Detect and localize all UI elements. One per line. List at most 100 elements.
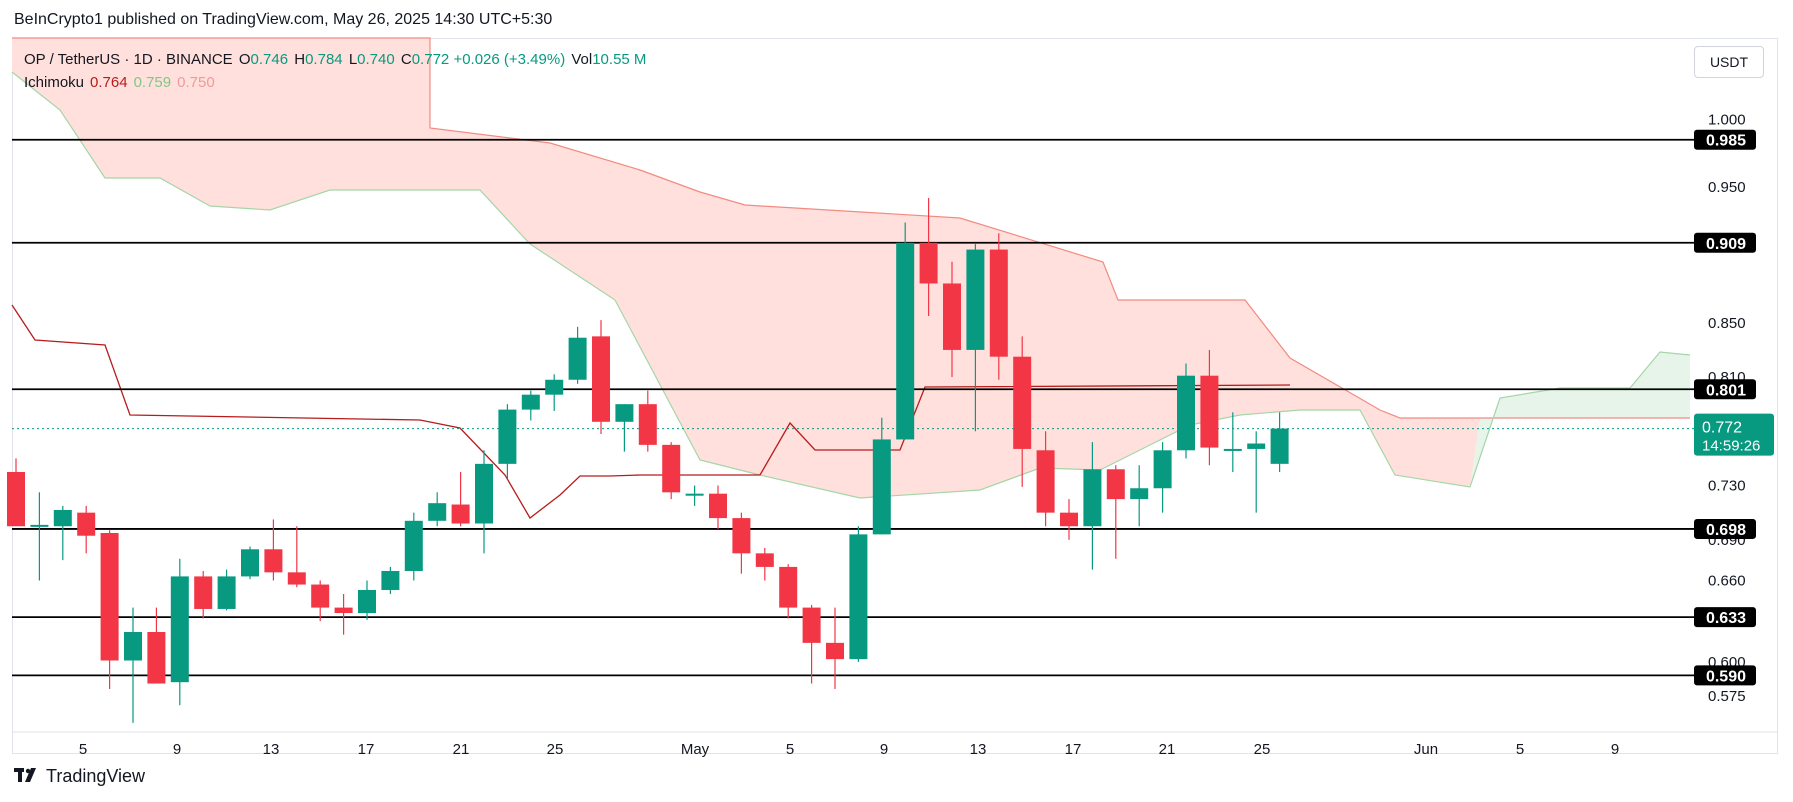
candle <box>1083 442 1102 570</box>
x-tick-label: 17 <box>1065 741 1082 758</box>
legend-ohlc-row: OP / TetherUS · 1D · BINANCE O0.746 H0.7… <box>24 48 646 71</box>
open-value: 0.746 <box>250 51 289 68</box>
candle <box>896 222 915 440</box>
candle <box>1270 412 1289 472</box>
senkou-span-a-line <box>11 71 1691 499</box>
candle <box>53 505 72 561</box>
high-label: H <box>294 51 306 68</box>
tradingview-logo-icon[interactable] <box>14 766 40 787</box>
level-price-tag: 0.985 <box>1694 129 1756 150</box>
footer-brand[interactable]: TradingView <box>46 766 146 786</box>
level-price-tag: 0.801 <box>1694 379 1756 400</box>
candle <box>545 374 564 411</box>
x-tick-label: 5 <box>786 741 794 758</box>
candle-body <box>404 520 423 571</box>
x-tick-label: 9 <box>880 741 888 758</box>
close-label: C <box>400 51 412 68</box>
candle <box>30 492 49 581</box>
candle-body <box>381 570 400 590</box>
candle <box>194 570 213 619</box>
level-price-tag: 0.633 <box>1694 607 1756 628</box>
candle <box>124 607 142 723</box>
candle <box>709 485 727 529</box>
chart-frame <box>12 38 1778 754</box>
ichimoku-value-2: 0.759 <box>133 74 172 91</box>
candle-body <box>1200 375 1219 448</box>
kijun-sen-line <box>11 304 1291 519</box>
candle <box>217 569 236 611</box>
x-tick-label: 25 <box>1254 741 1271 758</box>
x-tick-label: 21 <box>453 741 470 758</box>
candle-body <box>943 283 961 350</box>
last-price-label: 0.772 <box>1702 420 1742 437</box>
candle <box>381 566 400 595</box>
candle-body <box>147 632 166 684</box>
y-tick-label: 0.575 <box>1708 688 1746 705</box>
indicator-name[interactable]: Ichimoku <box>24 74 85 91</box>
candle <box>989 233 1008 380</box>
candle-body <box>1247 443 1266 449</box>
candle-body <box>1083 469 1102 527</box>
y-tick-label: 0.950 <box>1708 179 1746 196</box>
y-tick-label: 0.850 <box>1708 315 1746 332</box>
candle-body <box>264 549 283 573</box>
publisher-line: BeInCrypto1 published on TradingView.com… <box>14 11 553 28</box>
candle-body <box>124 632 142 661</box>
x-tick-label: 17 <box>358 741 375 758</box>
candle-body <box>358 589 376 614</box>
legend-ichimoku-row: Ichimoku 0.764 0.759 0.750 <box>24 71 646 94</box>
candle-body <box>919 242 938 284</box>
candle <box>358 580 376 620</box>
candle <box>685 485 704 506</box>
candle-body <box>755 553 774 567</box>
candle <box>498 404 517 479</box>
candle <box>264 519 283 581</box>
candle <box>287 526 306 588</box>
symbol-label[interactable]: OP / TetherUS · 1D · BINANCE <box>24 51 233 68</box>
ichimoku-cloud <box>11 37 1691 519</box>
volume-value: 10.55 M <box>592 51 647 68</box>
candle <box>779 564 798 619</box>
x-tick-label: May <box>681 741 710 758</box>
candle-body <box>1177 375 1195 451</box>
candle <box>966 244 985 432</box>
candle-body <box>1153 450 1172 489</box>
candle-body <box>638 404 657 445</box>
candle-body <box>498 409 517 464</box>
x-tick-label: 13 <box>970 741 987 758</box>
candle <box>732 512 751 574</box>
candles <box>7 198 1289 723</box>
candle <box>1130 465 1149 527</box>
currency-button[interactable]: USDT <box>1694 46 1764 78</box>
candle <box>662 442 681 500</box>
candle-body <box>732 518 751 554</box>
candle <box>592 320 610 435</box>
candle <box>1153 442 1172 513</box>
candle <box>1013 336 1032 487</box>
x-tick-label: 5 <box>79 741 87 758</box>
candle <box>826 607 844 689</box>
x-tick-label: 9 <box>1611 741 1619 758</box>
candle <box>100 530 119 689</box>
x-tick-label: Jun <box>1414 741 1438 758</box>
x-tick-label: 13 <box>263 741 280 758</box>
candle-body <box>241 549 259 577</box>
level-tag-label: 0.801 <box>1706 382 1746 399</box>
candle <box>521 390 540 421</box>
y-tick-label: 1.000 <box>1708 111 1746 128</box>
x-tick-label: 25 <box>547 741 564 758</box>
candle-body <box>826 642 844 660</box>
x-tick-label: 9 <box>173 741 181 758</box>
candle-body <box>30 524 49 527</box>
candle-body <box>849 534 868 660</box>
candle <box>428 492 447 527</box>
ichimoku-value-3: 0.750 <box>177 74 215 91</box>
candle-body <box>545 379 564 395</box>
candle-body <box>872 439 891 535</box>
candle-body <box>1060 512 1078 527</box>
candle-body <box>311 584 330 608</box>
candle-body <box>1106 469 1125 500</box>
candle-body <box>475 463 493 524</box>
